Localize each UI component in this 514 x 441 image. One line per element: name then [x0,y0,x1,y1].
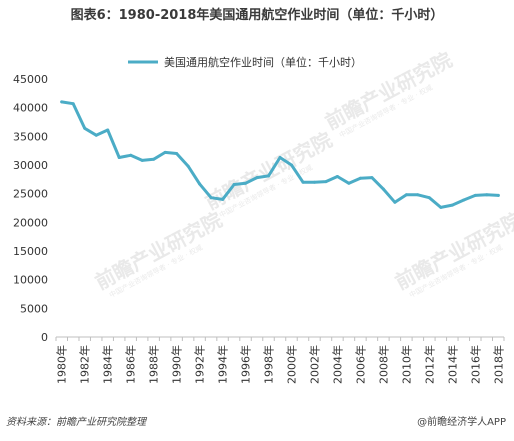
data-point [278,156,282,159]
data-point [221,197,225,201]
data-point [381,187,385,191]
data-point [209,196,213,200]
y-tick-label: 30000 [13,159,48,172]
data-point [175,152,179,155]
data-point [427,196,431,200]
data-point [450,203,454,207]
x-tick-label: 2000年 [284,345,298,384]
x-tick-label: 1998年 [262,345,276,384]
data-point [313,180,316,184]
y-tick-label: 35000 [13,130,48,143]
credit-note: @前瞻经济学人APP [417,417,506,428]
data-point [485,193,489,197]
data-point [393,200,397,204]
data-point [416,193,420,197]
x-axis: 1980年 1982年 1984年 1986年 1988年 1990年 1992年 1994年… [55,336,505,384]
y-tick-label: 5000 [20,302,48,315]
x-tick-label: 1988年 [147,345,161,384]
x-tick-label: 2018年 [491,345,505,384]
y-tick-label: 20000 [13,216,48,229]
data-point [60,100,64,104]
x-tick-label: 1996年 [239,345,253,384]
data-point [106,128,110,132]
x-tick-label: 1986年 [124,345,138,384]
x-tick-label: 2004年 [330,345,344,384]
data-point [462,198,466,202]
x-tick-label: 1990年 [170,345,184,384]
data-point [358,176,362,180]
y-tick-label: 25000 [13,188,48,201]
data-point [186,164,190,168]
y-axis: 0 5000 10000 15000 20000 25000 30000 35000 40000… [13,73,48,344]
data-point [140,158,144,162]
data-point [370,176,374,180]
data-point [301,180,305,184]
data-point [404,193,408,197]
y-tick-label: 45000 [13,73,48,86]
x-tick-label: 1980年 [55,345,69,384]
x-tick-label: 2002年 [307,345,321,384]
series-layer [60,100,500,209]
y-tick-label: 40000 [13,102,48,115]
data-point [117,156,121,159]
data-point [324,180,328,184]
data-point [290,163,293,167]
x-tick-label: 1982年 [78,345,92,384]
data-point [83,126,87,130]
x-tick-label: 2016年 [468,345,482,384]
watermark-text: 前瞻产业研究院 [91,207,226,294]
y-tick-label: 10000 [13,274,48,287]
data-point [232,183,236,186]
x-tick-label: 2006年 [353,345,367,384]
data-point [129,153,133,157]
data-point [439,205,443,209]
data-point [347,181,351,185]
y-tick-label: 0 [41,331,48,344]
data-point [473,193,477,197]
data-point [267,174,270,178]
data-point [496,193,500,197]
data-point [198,182,202,186]
x-tick-label: 2014年 [445,345,459,384]
data-point [163,150,167,154]
data-point [71,102,75,106]
chart-legend: 美国通用航空作业时间（单位：千小时） [128,55,362,69]
watermark-text: 前瞻产业研究院 [201,127,336,214]
data-point [244,181,247,185]
source-note: 资料来源：前瞻产业研究院整理 [6,417,146,428]
x-tick-label: 2012年 [422,345,436,384]
x-tick-label: 2010年 [399,345,413,384]
data-point [255,176,259,180]
x-tick-label: 1984年 [101,345,115,384]
data-point [94,133,98,137]
x-tick-label: 1994年 [216,345,230,384]
x-tick-label: 1992年 [193,345,207,384]
chart-title: 图表6：1980-2018年美国通用航空作业时间（单位：千小时） [70,8,444,23]
x-tick-label: 2008年 [376,345,390,384]
y-tick-label: 15000 [13,245,48,258]
data-point [335,175,339,178]
data-point [152,157,156,161]
legend-label: 美国通用航空作业时间（单位：千小时） [164,55,362,69]
